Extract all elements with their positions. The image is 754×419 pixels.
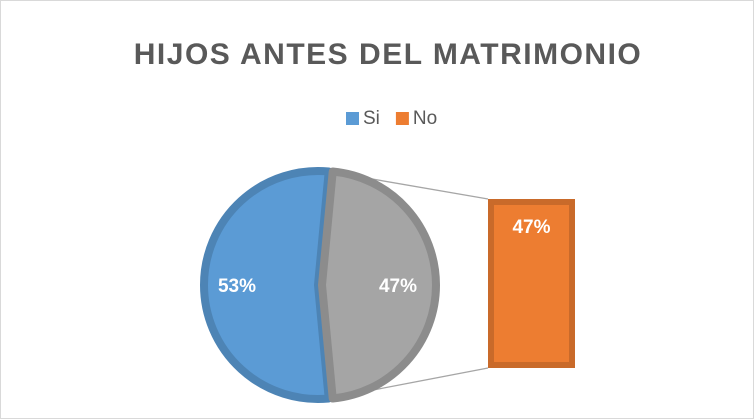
legend-swatch — [346, 112, 359, 125]
data-label: 53% — [218, 276, 256, 297]
legend-label: No — [413, 108, 437, 129]
data-label: 47% — [512, 217, 550, 238]
chart-title: HIJOS ANTES DEL MATRIMONIO — [134, 38, 642, 71]
pie-slice — [200, 167, 333, 403]
pie-slice — [318, 167, 440, 403]
legend-swatch — [395, 112, 409, 125]
bar — [488, 199, 575, 368]
legend-label: Si — [363, 108, 380, 129]
data-label: 47% — [379, 276, 417, 297]
